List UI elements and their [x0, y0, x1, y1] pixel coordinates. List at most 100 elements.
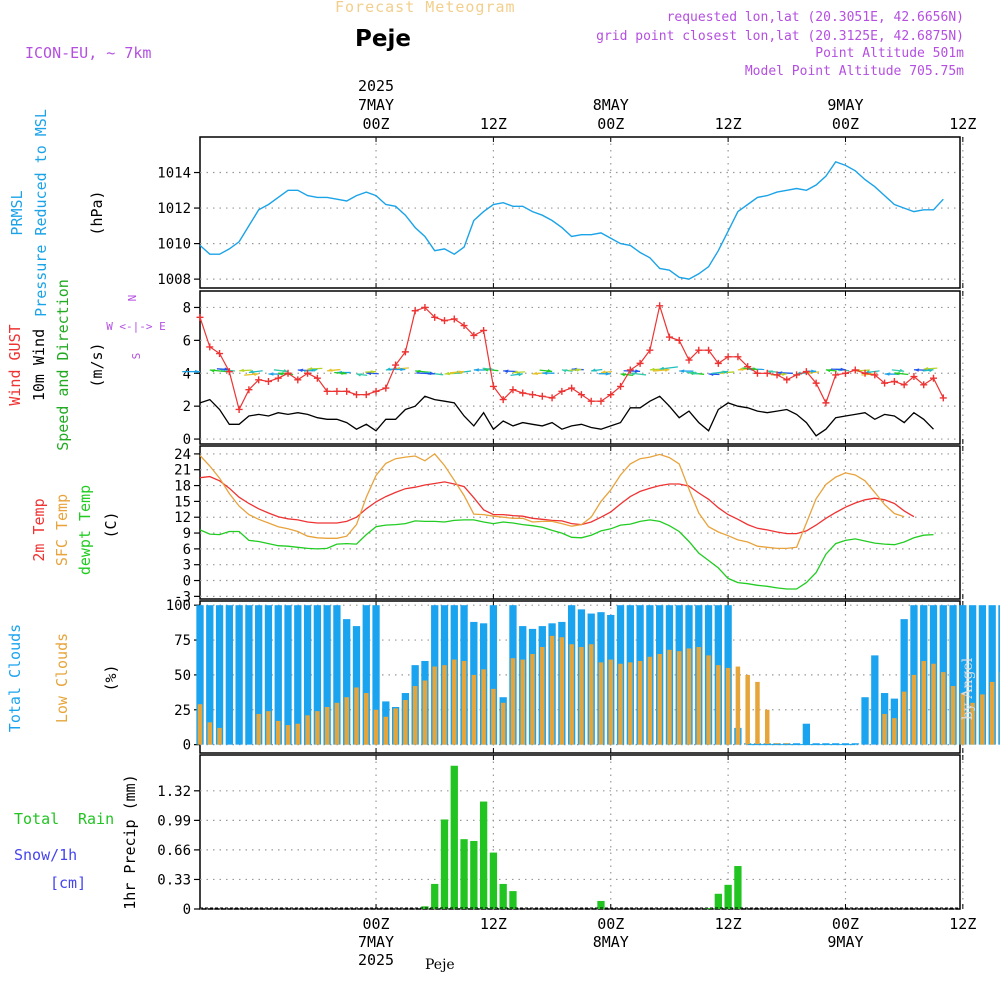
clouds-bar-low-clouds	[275, 720, 281, 745]
point-altitude: Point Altitude 501m	[815, 46, 964, 61]
clouds-bar-total-clouds	[255, 605, 263, 745]
clouds-bar-total-clouds	[245, 605, 253, 745]
clouds-bar-low-clouds	[745, 674, 750, 745]
clouds-bar-low-clouds	[520, 659, 525, 745]
wind-arrow-head	[679, 369, 685, 373]
wind-arrow-head	[444, 371, 450, 376]
bottom-time-label: 12Z	[480, 915, 507, 933]
temperature-ytick-label: 3	[183, 558, 191, 574]
clouds-bar-low-clouds	[295, 723, 301, 745]
clouds-ylabel-low: Low Clouds	[53, 633, 71, 723]
clouds-ytick-label: 100	[166, 598, 191, 614]
temperature-frame	[199, 445, 961, 600]
clouds-bar-low-clouds	[530, 653, 535, 745]
wind-gust-marker	[568, 384, 576, 392]
clouds-bar-total-clouds	[372, 605, 380, 745]
precip-bar-total-rain	[479, 801, 488, 909]
wind-arrow-head	[659, 366, 666, 370]
clouds-bar-total-clouds	[225, 605, 233, 745]
compass-north: N	[126, 295, 139, 302]
wind-gust-marker	[255, 376, 263, 384]
clouds-bar-total-clouds	[841, 743, 850, 745]
wind-arrow-head	[634, 369, 641, 373]
clouds-bar-total-clouds	[871, 655, 879, 745]
clouds-bar-low-clouds	[901, 691, 907, 745]
precip-bar-total-rain	[724, 884, 732, 909]
wind-arrow-head	[840, 367, 846, 372]
wind-arrow-head	[297, 368, 304, 373]
wind-gust-marker	[793, 371, 801, 379]
wind-gust-marker	[939, 394, 947, 402]
clouds-bar-total-clouds	[832, 743, 840, 745]
clouds-bar-low-clouds	[579, 647, 584, 745]
wind-arrow-head	[923, 366, 930, 371]
clouds-bar-low-clouds	[628, 662, 633, 745]
wind-gust-marker	[773, 371, 781, 379]
clouds-bar-low-clouds	[266, 711, 271, 745]
clouds-bar-low-clouds	[588, 644, 594, 745]
precip-label-snow: Snow/1h	[14, 846, 77, 864]
clouds-bar-total-clouds	[196, 605, 204, 745]
wind-arrow-head	[722, 370, 729, 374]
clouds-bar-low-clouds	[598, 662, 604, 745]
wind-arrow-head	[366, 371, 372, 376]
wind-gust-marker	[470, 331, 478, 339]
wind-arrow-head	[239, 368, 245, 373]
wind-gust-marker	[450, 315, 458, 323]
precip-ytick-label: 0.66	[157, 843, 191, 859]
clouds-bar-low-clouds	[882, 713, 887, 745]
model-label: ICON-EU, ~ 7km	[25, 44, 152, 62]
clouds-bar-low-clouds	[941, 672, 946, 745]
pressure-ytick-label: 1012	[157, 201, 191, 217]
top-time-label: 8MAY	[593, 96, 629, 114]
temperature-ytick-label: 9	[183, 526, 191, 542]
wind-gust-marker	[519, 389, 527, 397]
wind-gust-marker	[587, 397, 595, 405]
wind-arrow-head	[253, 372, 259, 377]
clouds-bar-low-clouds	[970, 702, 975, 745]
precip-bar-total-rain	[704, 908, 713, 909]
clouds-bar-low-clouds	[432, 666, 437, 745]
precip-bar-total-rain	[499, 883, 507, 909]
clouds-bar-low-clouds	[510, 658, 516, 745]
clouds-bar-total-clouds	[284, 605, 292, 745]
clouds-bar-low-clouds	[540, 647, 545, 745]
precip-bar-total-rain	[509, 891, 517, 909]
precip-label-rain: Rain	[78, 810, 114, 828]
temperature-series-dewpt-temp	[199, 519, 934, 590]
wind-gust-marker	[636, 359, 644, 367]
wind-arrow-head	[561, 369, 568, 373]
wind-arrow-head	[894, 372, 901, 376]
pressure-frame	[199, 136, 961, 289]
wind-gust-marker	[558, 387, 566, 395]
precip-bar-total-rain	[431, 883, 439, 909]
wind-gust-marker	[617, 382, 625, 390]
wind-arrow-head	[268, 372, 274, 376]
clouds-bar-low-clouds	[383, 716, 389, 745]
precip-bar-total-rain	[597, 900, 605, 909]
clouds-bar-low-clouds	[980, 694, 985, 745]
model-altitude: Model Point Altitude 705.75m	[744, 64, 964, 79]
wind-gust-marker	[323, 387, 331, 395]
wind-gust-marker	[920, 381, 928, 389]
wind-arrow-head	[692, 371, 699, 375]
wind-gust-marker	[607, 391, 615, 399]
clouds-bar-low-clouds	[481, 669, 486, 745]
wind-arrow-head	[327, 368, 333, 372]
wind-ylabel-gust: Wind GUST	[6, 324, 24, 405]
precip-bar-total-rain	[440, 819, 449, 909]
bottom-time-label: 12Z	[715, 915, 742, 933]
compass-south: S	[130, 353, 143, 360]
wind-arrow-head	[600, 370, 607, 374]
wind-gust-marker	[274, 374, 282, 382]
clouds-ytick-label: 0	[183, 738, 191, 754]
wind-arrow-head	[605, 372, 611, 376]
clouds-bar-total-clouds	[294, 605, 302, 745]
clouds-bar-low-clouds	[422, 680, 428, 745]
bottom-time-label: 00Z	[832, 915, 859, 933]
wind-gust-marker	[284, 369, 292, 377]
clouds-bar-low-clouds	[315, 711, 320, 745]
wind-gust-marker	[333, 387, 341, 395]
clouds-bar-low-clouds	[764, 709, 770, 745]
